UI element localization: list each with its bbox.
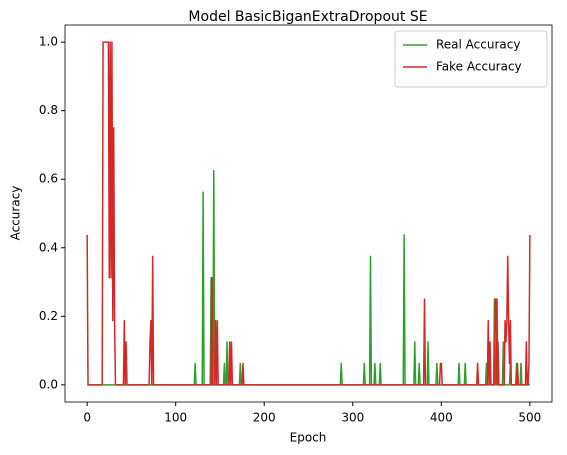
x-tick-label: 200 bbox=[253, 411, 276, 425]
y-tick-label: 0.8 bbox=[39, 103, 58, 117]
legend-box bbox=[394, 30, 548, 88]
data-line bbox=[86, 41, 531, 386]
plot-frame bbox=[64, 24, 553, 403]
y-tick-label: 0.2 bbox=[39, 309, 58, 323]
x-axis-label: Epoch bbox=[290, 431, 327, 445]
legend-label: Real Accuracy bbox=[436, 38, 520, 52]
x-tick-label: 400 bbox=[430, 411, 453, 425]
data-line bbox=[87, 169, 530, 386]
x-tick-label: 0 bbox=[83, 411, 91, 425]
x-tick-label: 100 bbox=[164, 411, 187, 425]
y-axis-label: Accuracy bbox=[9, 186, 23, 241]
y-tick-label: 0.0 bbox=[39, 377, 58, 391]
y-tick-label: 0.4 bbox=[39, 240, 58, 254]
legend-label: Fake Accuracy bbox=[436, 60, 522, 74]
y-tick-label: 0.6 bbox=[39, 172, 58, 186]
chart-title: Model BasicBiganExtraDropout SE bbox=[188, 9, 427, 25]
x-tick-label: 500 bbox=[518, 411, 541, 425]
y-tick-label: 1.0 bbox=[39, 35, 58, 49]
x-tick-label: 300 bbox=[341, 411, 364, 425]
